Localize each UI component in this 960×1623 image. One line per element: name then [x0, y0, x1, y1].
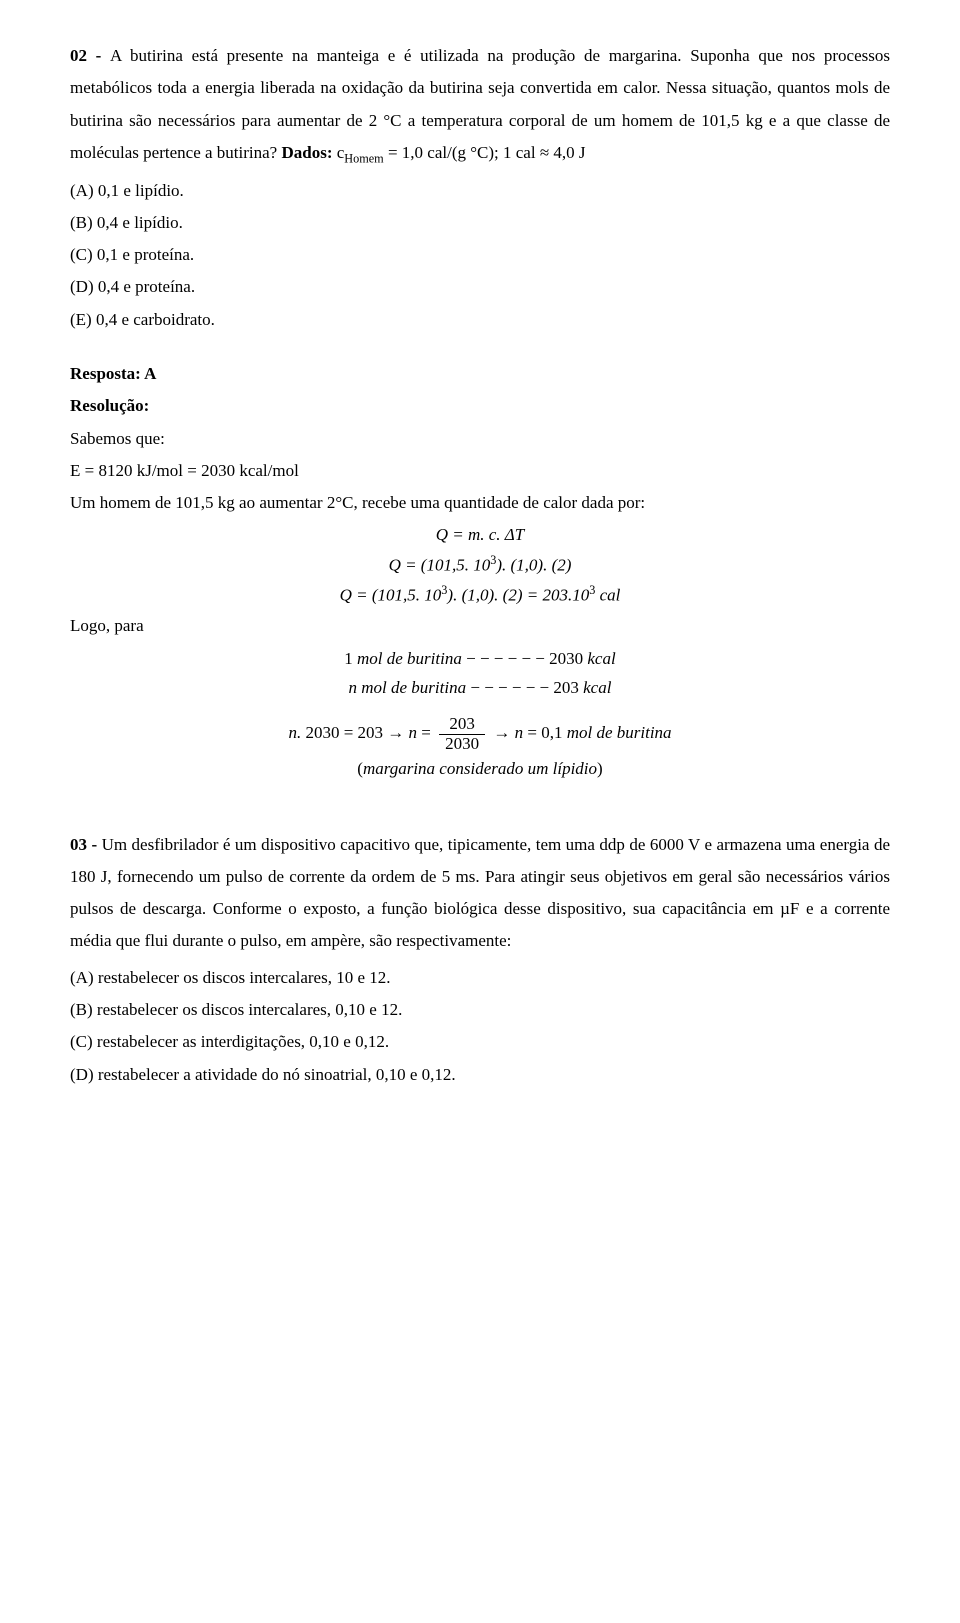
q02-dados-label: Dados: [281, 143, 332, 162]
q02-eq3-a: Q = (101,5. 10 [340, 585, 442, 604]
q03-option-a: (A) restabelecer os discos intercalares,… [70, 962, 890, 994]
q02-eq6-den: 2030 [439, 735, 485, 754]
q02-eq3: Q = (101,5. 103). (1,0). (2) = 203.103 c… [70, 581, 890, 609]
q02-eq5: n mol de buritina − − − − − − 203 kcal [70, 674, 890, 701]
q02-number: 02 - [70, 46, 110, 65]
q02-logo: Logo, para [70, 610, 890, 642]
q03-text: Um desfibrilador é um dispositivo capaci… [70, 835, 890, 951]
q02-dados-sub: Homem [344, 151, 383, 165]
q02-eq6: n. 2030 = 203 → n = 203 2030 → n = 0,1 m… [70, 715, 890, 753]
q02-dados-val: c [332, 143, 344, 162]
q02-resolution-label: Resolução: [70, 390, 890, 422]
q02-statement: 02 - A butirina está presente na manteig… [70, 40, 890, 171]
q02-eq3-c: cal [595, 585, 620, 604]
q02-res-line3: Um homem de 101,5 kg ao aumentar 2°C, re… [70, 487, 890, 519]
q02-eq2-b: ). (1,0). (2) [496, 555, 571, 574]
q02-eq2-a: Q = (101,5. 10 [389, 555, 491, 574]
q02-option-d: (D) 0,4 e proteína. [70, 271, 890, 303]
q03-number: 03 - [70, 835, 102, 854]
q02-option-a: (A) 0,1 e lipídio. [70, 175, 890, 207]
q02-res-line2: E = 8120 kJ/mol = 2030 kcal/mol [70, 455, 890, 487]
q03-options: (A) restabelecer os discos intercalares,… [70, 962, 890, 1091]
q02-eq3-b: ). (1,0). (2) = 203.10 [447, 585, 589, 604]
q03-option-b: (B) restabelecer os discos intercalares,… [70, 994, 890, 1026]
q02-options: (A) 0,1 e lipídio. (B) 0,4 e lipídio. (C… [70, 175, 890, 336]
q02-answer: Resposta: A [70, 358, 890, 390]
q03-statement: 03 - Um desfibrilador é um dispositivo c… [70, 829, 890, 958]
q02-option-b: (B) 0,4 e lipídio. [70, 207, 890, 239]
q02-option-e: (E) 0,4 e carboidrato. [70, 304, 890, 336]
q02-option-c: (C) 0,1 e proteína. [70, 239, 890, 271]
q02-eq6-num: 203 [439, 715, 485, 735]
q03-option-c: (C) restabelecer as interdigitações, 0,1… [70, 1026, 890, 1058]
q02-res-line1: Sabemos que: [70, 423, 890, 455]
q02-eq1: Q = m. c. ΔT [70, 521, 890, 548]
q02-eq2: Q = (101,5. 103). (1,0). (2) [70, 551, 890, 579]
q03-option-d: (D) restabelecer a atividade do nó sinoa… [70, 1059, 890, 1091]
q02-dados-rest: = 1,0 cal/(g °C); 1 cal ≈ 4,0 J [384, 143, 586, 162]
q02-eq4: 1 mol de buritina − − − − − − 2030 kcal [70, 645, 890, 672]
q02-eq7: (margarina considerado um lípidio) [70, 755, 890, 782]
